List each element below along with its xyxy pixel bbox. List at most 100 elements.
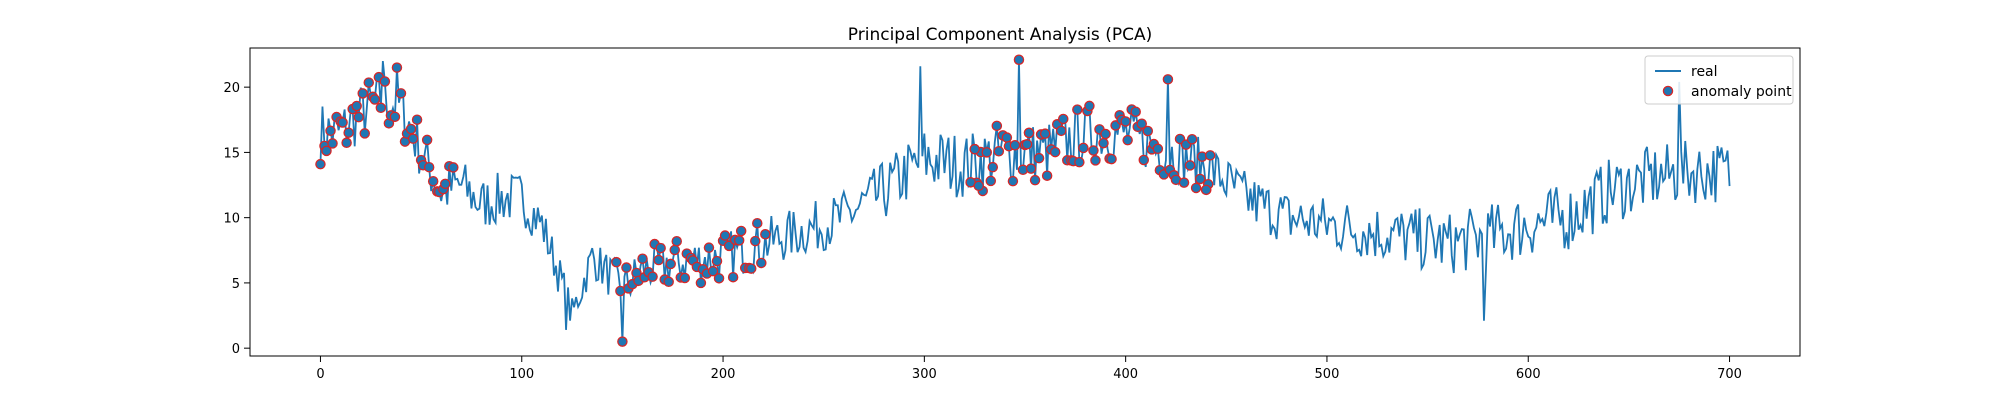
- anomaly-point: [353, 111, 364, 123]
- anomaly-point: [321, 145, 332, 157]
- y-tick-label: 5: [232, 277, 240, 292]
- anomaly-point: [1039, 128, 1051, 139]
- anomaly-point: [655, 242, 666, 254]
- axes-frame: [249, 47, 1801, 357]
- anomaly-point: [343, 127, 354, 138]
- anomaly-point: [357, 88, 368, 99]
- anomaly-point: [1009, 139, 1021, 151]
- x-tick-label: 200: [711, 367, 736, 382]
- anomaly-point: [695, 277, 707, 289]
- anomaly-point: [1136, 118, 1148, 129]
- anomaly-point: [1088, 145, 1099, 156]
- x-axis: 0 100 200 300 400 500 600 700: [316, 356, 1742, 382]
- anomaly-point: [1106, 153, 1117, 165]
- anomaly-point: [1098, 137, 1109, 149]
- anomaly-point: [1130, 106, 1141, 117]
- anomaly-point: [752, 217, 763, 229]
- anomaly-point: [735, 225, 747, 237]
- plot-area: [315, 54, 1731, 347]
- x-tick-label: 400: [1113, 367, 1138, 382]
- anomaly-point: [369, 94, 381, 105]
- anomaly-point: [1100, 128, 1111, 140]
- chart-title: Principal Component Analysis (PCA): [848, 25, 1152, 45]
- anomaly-point: [665, 258, 676, 270]
- anomaly-point: [325, 125, 336, 137]
- anomaly-point: [337, 117, 348, 128]
- anomaly-point: [395, 88, 407, 99]
- anomaly-point: [981, 147, 993, 158]
- anomaly-point: [679, 272, 691, 284]
- x-tick-label: 500: [1315, 367, 1340, 382]
- y-axis: 0 5 10 15 20: [223, 81, 250, 357]
- anomaly-point: [405, 123, 417, 135]
- anomaly-point: [359, 128, 370, 139]
- y-tick-label: 15: [223, 146, 240, 161]
- anomaly-point: [423, 161, 435, 173]
- anomaly-point: [1162, 74, 1174, 85]
- anomaly-point: [1029, 174, 1041, 186]
- anomaly-point: [985, 175, 997, 187]
- anomaly-point: [719, 230, 731, 241]
- anomaly-point: [1078, 142, 1089, 154]
- anomaly-point: [723, 240, 735, 252]
- anomaly-point: [1142, 125, 1154, 137]
- anomaly-point: [617, 336, 628, 347]
- anomaly-point: [1025, 163, 1037, 174]
- y-tick-label: 0: [232, 342, 240, 357]
- anomaly-point: [440, 178, 451, 190]
- anomaly-point: [1184, 160, 1196, 171]
- anomaly-point: [448, 162, 459, 173]
- anomaly-point: [391, 62, 403, 73]
- anomaly-point: [411, 114, 423, 125]
- legend-label-real: real: [1691, 64, 1718, 80]
- x-tick-label: 0: [316, 367, 324, 382]
- x-tick-label: 600: [1516, 367, 1541, 382]
- anomaly-point: [1194, 173, 1206, 185]
- anomaly-point: [703, 242, 715, 253]
- anomaly-point: [669, 244, 680, 256]
- anomaly-point: [1007, 175, 1019, 187]
- anomaly-point: [1013, 54, 1025, 66]
- anomaly-point: [375, 102, 387, 114]
- y-tick-label: 20: [223, 81, 240, 96]
- anomaly-point: [733, 235, 745, 246]
- anomaly-point: [315, 158, 326, 170]
- anomaly-point: [1058, 113, 1069, 125]
- anomaly-point: [351, 100, 362, 112]
- anomaly-point: [621, 262, 632, 273]
- anomaly-point: [653, 254, 664, 266]
- anomaly-point: [1033, 152, 1045, 164]
- anomaly-point: [993, 146, 1005, 157]
- anomaly-point: [327, 138, 338, 149]
- legend: real anomaly point: [1644, 55, 1794, 105]
- anomaly-point: [389, 111, 401, 123]
- anomaly-point: [1041, 170, 1053, 181]
- anomaly-point: [713, 273, 725, 284]
- anomaly-point: [1074, 156, 1085, 168]
- anomaly-point: [637, 253, 648, 264]
- anomaly-point: [427, 176, 439, 187]
- anomaly-point: [1122, 134, 1133, 146]
- anomaly-point: [671, 235, 683, 247]
- anomaly-point: [991, 120, 1003, 132]
- anomaly-point: [341, 137, 352, 149]
- y-tick-label: 10: [223, 212, 240, 227]
- anomaly-point: [973, 180, 984, 192]
- anomaly-point: [1204, 150, 1216, 161]
- anomaly-point: [756, 257, 767, 269]
- anomaly-point: [1049, 146, 1061, 158]
- anomaly-point: [1001, 132, 1013, 143]
- anomaly-point: [969, 143, 980, 155]
- anomaly-point: [1023, 127, 1035, 139]
- anomaly-point: [1190, 182, 1202, 194]
- anomaly-point: [647, 271, 658, 282]
- anomaly-point: [611, 256, 622, 268]
- anomaly-point: [663, 276, 674, 288]
- anomaly-point: [750, 235, 761, 247]
- anomaly-point: [1120, 116, 1131, 127]
- anomaly-point: [1178, 177, 1190, 188]
- legend-marker-swatch: [1662, 85, 1674, 97]
- anomaly-point: [1152, 143, 1164, 155]
- anomaly-point: [745, 263, 757, 274]
- anomaly-point: [379, 76, 391, 87]
